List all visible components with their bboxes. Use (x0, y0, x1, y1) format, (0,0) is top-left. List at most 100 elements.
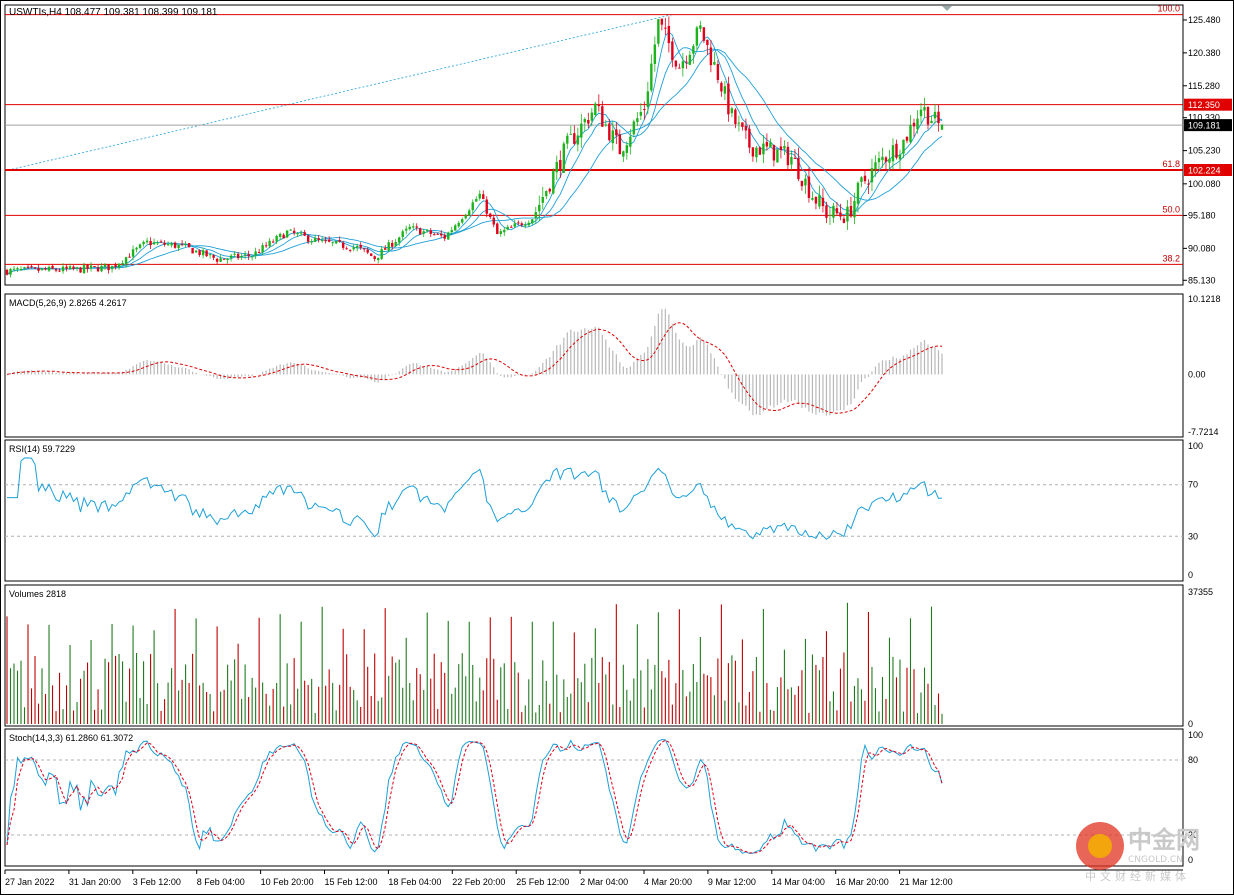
candle-body (650, 63, 653, 91)
candle-body (611, 130, 615, 144)
candle-body (19, 269, 23, 271)
candle-body (362, 248, 366, 250)
candle-body (37, 268, 40, 271)
price-tag-label: 109.181 (1188, 121, 1221, 131)
candle-body (341, 242, 345, 248)
candle-body (422, 231, 425, 234)
candle-body (198, 250, 201, 256)
x-tick-label: 2 Mar 04:00 (580, 877, 628, 887)
candle-body (587, 119, 590, 124)
candle-body (145, 240, 149, 243)
candle-body (468, 210, 471, 216)
stoch-title: Stoch(14,3,3) 61.2860 61.3072 (9, 733, 133, 743)
candle-body (930, 120, 933, 124)
candle-body (471, 202, 474, 211)
candle-body (758, 147, 762, 155)
candle-body (874, 162, 877, 170)
x-tick-label: 25 Feb 12:00 (516, 877, 569, 887)
stoch-tick-label: 100 (1188, 730, 1203, 740)
candle-body (881, 156, 884, 161)
candle-body (545, 190, 548, 197)
candle-body (394, 242, 397, 246)
candle-body (678, 67, 681, 69)
candle-body (320, 240, 324, 242)
candle-body (629, 136, 632, 147)
candle-body (243, 254, 247, 256)
x-tick-label: 10 Feb 20:00 (261, 877, 314, 887)
candle-body (720, 82, 723, 92)
candle-body (464, 214, 467, 219)
x-tick-label: 8 Feb 04:00 (197, 877, 245, 887)
candle-body (299, 232, 303, 234)
price-tick-label: 95.180 (1188, 210, 1216, 220)
candle-body (496, 223, 499, 235)
price-tick-label: 120.380 (1188, 48, 1221, 58)
candle-body (338, 240, 341, 242)
candle-body (236, 253, 240, 259)
candle-body (33, 267, 37, 269)
candle-body (615, 129, 618, 136)
candle-body (369, 253, 373, 256)
macd-tick-label: 0.00 (1188, 369, 1206, 379)
candle-body (384, 248, 387, 250)
candle-body (327, 239, 331, 242)
volumes-title: Volumes 2818 (9, 589, 66, 599)
candle-body (793, 157, 797, 159)
candle-body (776, 149, 779, 163)
price-tick-label: 115.280 (1188, 81, 1220, 91)
candle-body (44, 268, 47, 270)
candle-body (173, 242, 177, 248)
candle-body (408, 226, 411, 230)
candle-body (191, 248, 194, 254)
candle-body (863, 175, 867, 182)
candle-body (937, 111, 940, 124)
candle-body (405, 228, 408, 231)
candle-body (229, 255, 233, 259)
candle-body (79, 267, 82, 273)
candle-body (800, 180, 804, 187)
candle-body (250, 256, 254, 258)
candle-body (835, 208, 839, 214)
candle-body (685, 61, 688, 63)
candle-body (699, 25, 702, 29)
candle-body (660, 18, 664, 25)
candle-body (345, 248, 348, 250)
candle-body (461, 219, 464, 223)
candle-body (275, 235, 278, 242)
candle-body (401, 231, 404, 238)
candle-body (860, 177, 863, 183)
fib-level-label: 100.0 (1157, 4, 1180, 14)
candle-body (814, 196, 818, 204)
price-tick-label: 125.480 (1188, 15, 1221, 25)
rsi-tick-label: 0 (1188, 570, 1193, 580)
candle-body (769, 142, 772, 148)
candle-body (334, 240, 338, 244)
x-tick-label: 27 Jan 2022 (5, 877, 55, 887)
candle-body (131, 249, 135, 257)
candle-body (744, 125, 748, 131)
fib-level-label: 61.8 (1162, 159, 1180, 169)
candle-body (268, 240, 271, 247)
candle-body (296, 233, 299, 235)
candle-body (156, 242, 159, 244)
candle-body (867, 183, 870, 185)
candle-body (748, 128, 751, 148)
shift-marker-icon (942, 6, 952, 11)
rsi-tick-label: 30 (1188, 531, 1198, 541)
candle-body (559, 159, 562, 171)
price-tick-label: 100.080 (1188, 179, 1221, 189)
candle-body (433, 234, 436, 236)
candle-body (772, 144, 776, 161)
candle-body (811, 197, 814, 200)
candle-body (839, 212, 842, 217)
candle-body (40, 268, 44, 270)
candle-body (548, 188, 551, 192)
candle-body (124, 257, 128, 265)
symbol-header: USWTIs,H4 108.477 109.381 108.399 109.18… (9, 7, 218, 18)
candle-body (114, 264, 117, 267)
candle-body (849, 206, 853, 217)
watermark-site: CNGOLD.CN (1128, 855, 1183, 865)
candle-body (348, 249, 352, 251)
candle-body (489, 213, 492, 217)
